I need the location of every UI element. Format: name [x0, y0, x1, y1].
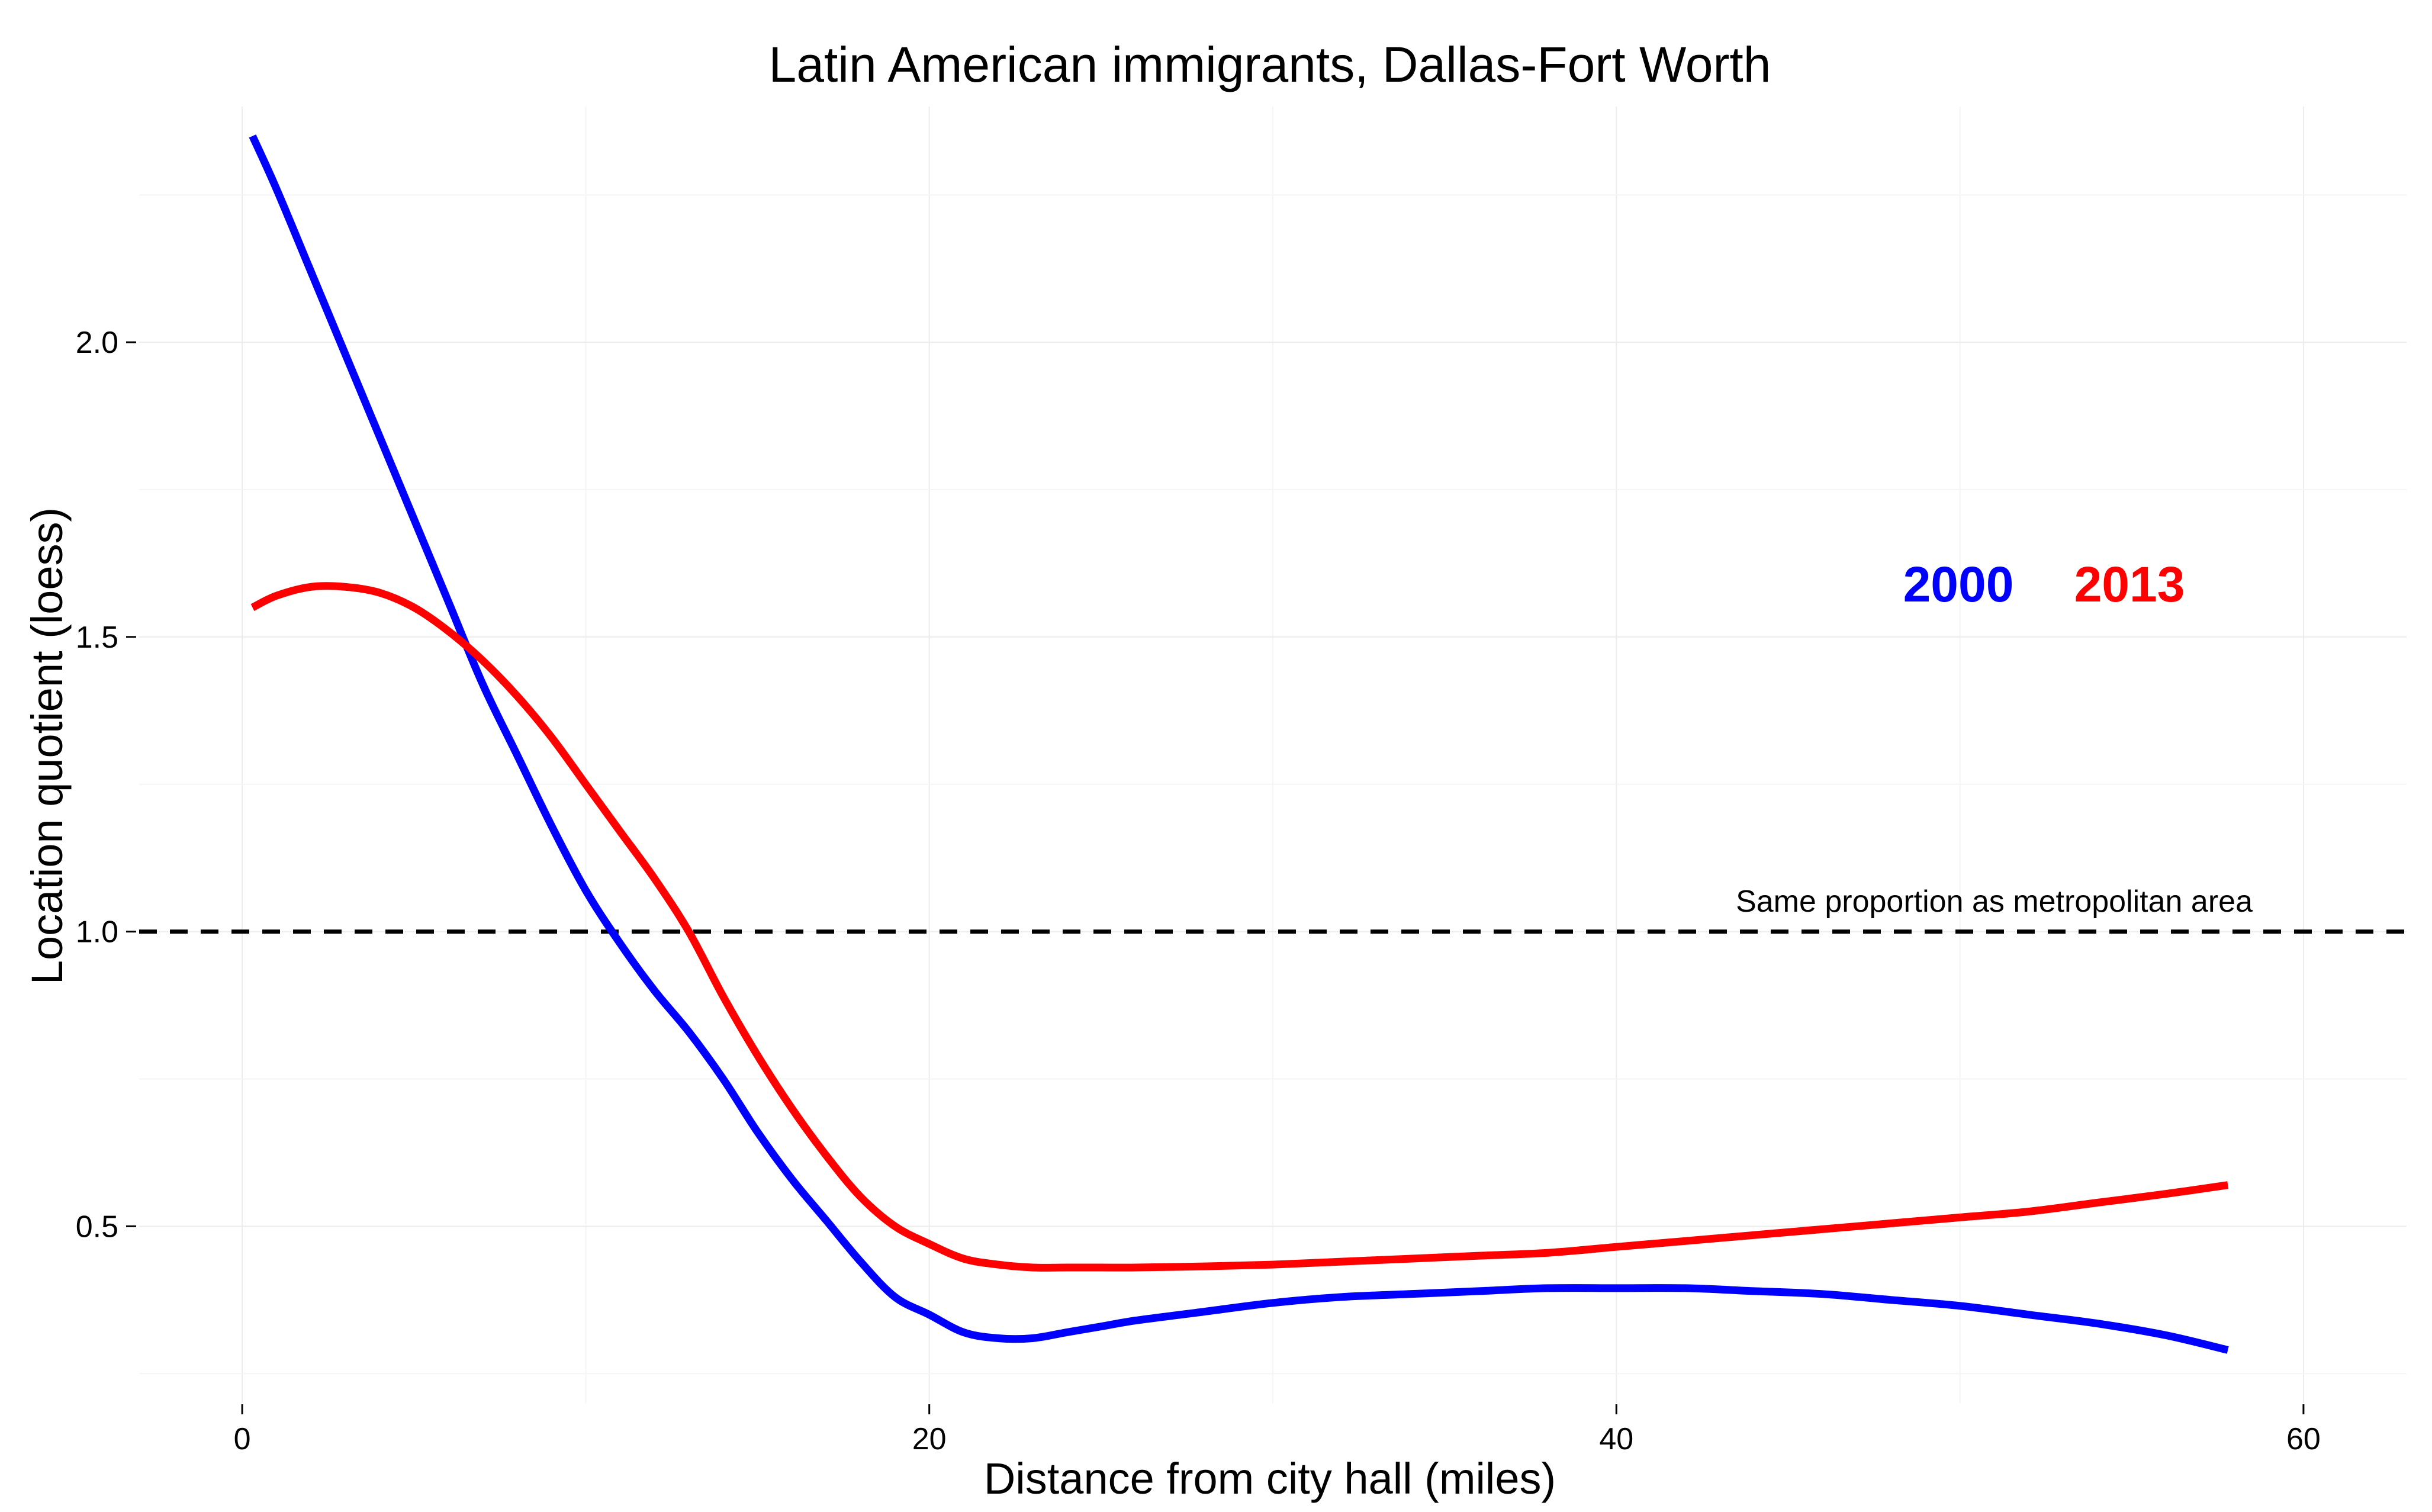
- legend-label-2000: 2000: [1903, 556, 2014, 612]
- series-lines: [249, 134, 2229, 1354]
- x-tick-label-1: 20: [912, 1422, 947, 1456]
- legend: 2000 2013: [1903, 556, 2185, 612]
- axes: 0.5 1.0 1.5 2.0 0 20 40 60: [76, 326, 2321, 1456]
- y-tick-label-0: 0.5: [76, 1209, 118, 1244]
- x-tick-label-2: 40: [1599, 1422, 1633, 1456]
- legend-label-2013: 2013: [2074, 556, 2185, 612]
- series-line-2000: [249, 134, 2229, 1354]
- y-tick-label-3: 2.0: [76, 326, 118, 360]
- y-tick-label-1: 1.0: [76, 915, 118, 950]
- y-axis-title: Location quotient (loess): [22, 507, 72, 985]
- chart-title: Latin American immigrants, Dallas-Fort W…: [769, 37, 1771, 92]
- x-axis-title: Distance from city hall (miles): [984, 1454, 1556, 1503]
- series-line-2013: [250, 582, 2229, 1272]
- reference-line-label: Same proportion as metropolitan area: [1736, 884, 2253, 919]
- x-tick-label-0: 0: [234, 1422, 251, 1456]
- y-tick-label-2: 1.5: [76, 620, 118, 655]
- x-tick-label-3: 60: [2286, 1422, 2321, 1456]
